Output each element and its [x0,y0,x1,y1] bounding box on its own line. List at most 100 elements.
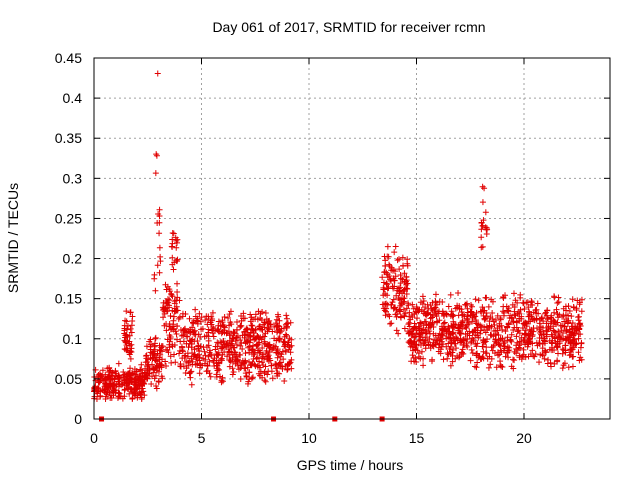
data-point [239,345,246,352]
data-point [552,329,559,336]
data-point [474,329,481,336]
data-point [256,350,263,357]
data-point [469,350,476,357]
data-point [395,256,402,263]
data-point [543,327,550,334]
data-point [173,297,180,304]
data-point [403,273,410,280]
data-point [253,355,260,362]
data-point [164,300,171,307]
data-point [384,285,391,292]
data-point [534,342,541,349]
data-point [173,307,180,314]
data-point [163,308,170,315]
data-point [577,344,584,351]
data-point [137,366,144,373]
data-point [396,306,403,313]
data-point [480,355,487,362]
data-point [132,371,139,378]
data-point [468,303,475,310]
data-point [256,323,263,330]
data-point [544,328,551,335]
data-point [124,370,131,377]
data-point [214,365,221,372]
data-point [109,382,116,389]
data-point [536,326,543,333]
data-point [139,378,146,385]
data-point [205,326,212,333]
data-point [420,355,427,362]
data-point [105,373,112,380]
data-point [234,326,241,333]
data-point [248,375,255,382]
data-point [286,335,293,342]
data-point [576,301,583,308]
data-point [430,324,437,331]
data-point [449,330,456,337]
data-point [285,346,292,353]
chart-title: Day 061 of 2017, SRMTID for receiver rcm… [212,19,485,35]
data-point [422,326,429,333]
data-point [227,342,234,349]
data-point [189,358,196,365]
data-point [500,303,507,310]
data-point [265,342,272,349]
data-point [447,291,454,298]
data-point [267,321,274,328]
data-point [156,363,163,370]
x-tick-label: 10 [301,430,317,446]
data-point [221,341,228,348]
data-point [262,310,269,317]
data-point [474,340,481,347]
data-point [413,305,420,312]
data-point [252,311,259,318]
data-point [151,375,158,382]
data-point [569,319,576,326]
data-point [241,315,248,322]
data-point [276,317,283,324]
x-tick-label: 15 [409,430,425,446]
data-point [473,343,480,350]
data-point [530,352,537,359]
data-point [563,316,570,323]
data-point [516,330,523,337]
data-point [157,253,164,260]
data-point [187,369,194,376]
data-point [208,321,215,328]
data-point [479,183,486,190]
data-point [226,356,233,363]
data-point [246,369,253,376]
data-point [548,363,555,370]
data-point [160,314,167,321]
data-point [216,366,223,373]
data-point [409,352,416,359]
data-point [538,315,545,322]
data-point [544,307,551,314]
data-point [143,375,150,382]
data-point [569,296,576,303]
data-point [196,354,203,361]
data-point [249,322,256,329]
data-point [172,359,179,366]
x-tick-label: 5 [198,430,206,446]
data-point [439,331,446,338]
data-point [409,301,416,308]
data-point [468,338,475,345]
data-point [413,341,420,348]
data-point [171,351,178,358]
data-point [230,351,237,358]
data-point [166,297,173,304]
data-point [500,295,507,302]
data-point [406,337,413,344]
data-point [176,350,183,357]
data-point [224,353,231,360]
data-point [559,346,566,353]
data-point [150,354,157,361]
data-point [118,382,125,389]
data-point [508,331,515,338]
data-point [229,365,236,372]
data-point [274,322,281,329]
data-point [256,358,263,365]
data-point [128,322,135,329]
data-point [213,371,220,378]
